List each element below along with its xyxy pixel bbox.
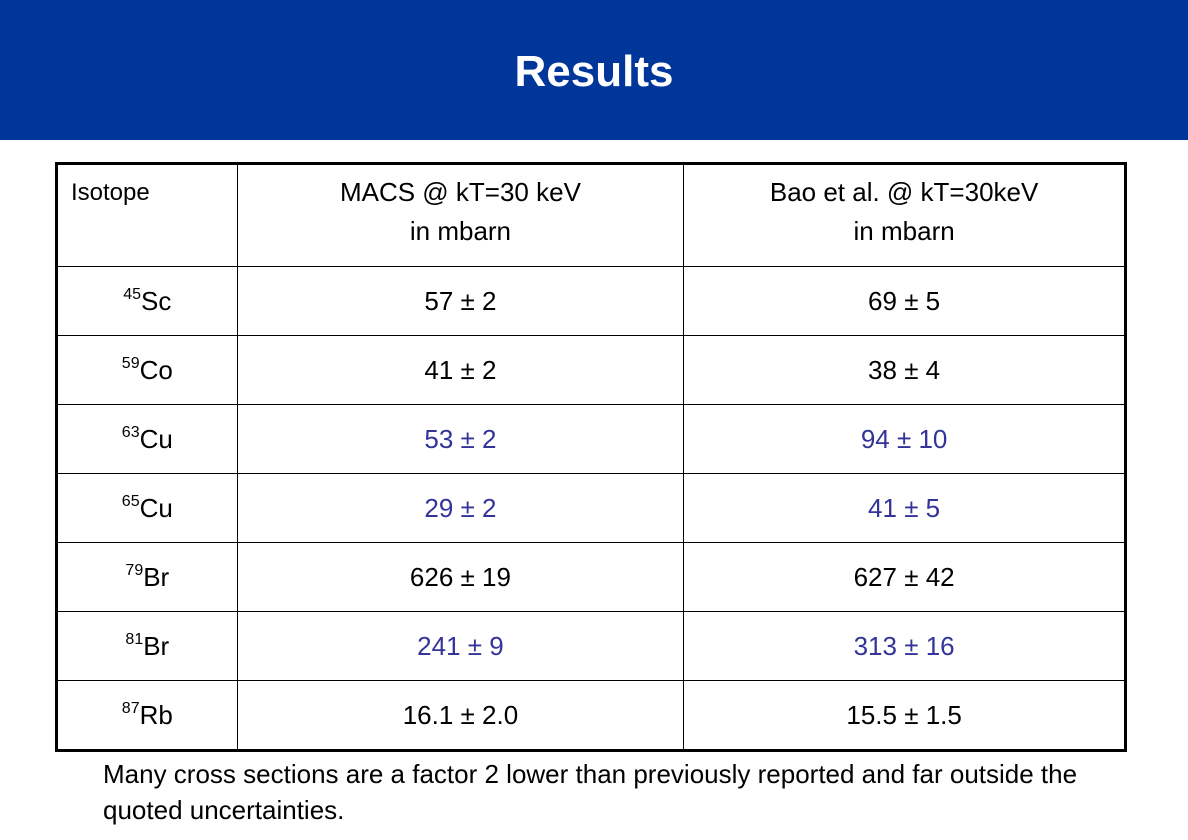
- element-symbol: Cu: [139, 423, 173, 454]
- table-row: 79Br 626 ± 19 627 ± 42: [56, 542, 1126, 612]
- title-banner: Results: [0, 0, 1188, 140]
- slide-title: Results: [514, 47, 674, 96]
- results-table: Isotope MACS @ kT=30 keV in mbarn Bao et…: [55, 162, 1127, 752]
- bao-cell: 15.5 ± 1.5: [683, 680, 1126, 751]
- macs-cell-highlighted: 241 ± 9: [236, 611, 685, 681]
- mass-number: 59: [121, 354, 140, 372]
- isotope-cell: 59Co: [56, 335, 238, 405]
- isotope-cell: 79Br: [56, 542, 238, 612]
- bao-cell: 627 ± 42: [683, 542, 1126, 612]
- bao-cell: 69 ± 5: [683, 266, 1126, 336]
- macs-cell: 57 ± 2: [236, 266, 685, 336]
- element-symbol: Br: [143, 561, 170, 592]
- header-bao-line2: in mbarn: [853, 216, 955, 246]
- conclusion-note: Many cross sections are a factor 2 lower…: [103, 759, 1078, 825]
- mass-number: 87: [121, 699, 140, 717]
- bao-cell-highlighted: 41 ± 5: [683, 473, 1126, 543]
- mass-number: 65: [121, 492, 140, 510]
- mass-number: 79: [125, 561, 144, 579]
- mass-number: 63: [121, 423, 140, 441]
- element-symbol: Cu: [139, 492, 173, 523]
- table-row: 81Br 241 ± 9 313 ± 16: [56, 611, 1126, 681]
- header-isotope: Isotope: [56, 163, 238, 267]
- isotope-cell: 87Rb: [56, 680, 238, 751]
- table-row: 63Cu 53 ± 2 94 ± 10: [56, 404, 1126, 474]
- macs-cell-highlighted: 53 ± 2: [236, 404, 685, 474]
- bao-cell: 38 ± 4: [683, 335, 1126, 405]
- header-bao-line1: Bao et al. @ kT=30keV: [769, 177, 1039, 207]
- macs-cell: 16.1 ± 2.0: [236, 680, 685, 751]
- isotope-cell: 65Cu: [56, 473, 238, 543]
- element-symbol: Sc: [141, 285, 172, 316]
- bao-cell-highlighted: 313 ± 16: [683, 611, 1126, 681]
- table-row: 59Co 41 ± 2 38 ± 4: [56, 335, 1126, 405]
- header-macs-line2: in mbarn: [409, 216, 512, 246]
- element-symbol: Co: [139, 354, 173, 385]
- header-macs: MACS @ kT=30 keV in mbarn: [236, 163, 685, 267]
- macs-cell: 41 ± 2: [236, 335, 685, 405]
- bao-cell-highlighted: 94 ± 10: [683, 404, 1126, 474]
- header-isotope-label: Isotope: [71, 179, 150, 206]
- header-bao: Bao et al. @ kT=30keV in mbarn: [683, 163, 1126, 267]
- mass-number: 45: [123, 285, 142, 303]
- table-header-row: Isotope MACS @ kT=30 keV in mbarn Bao et…: [56, 163, 1126, 267]
- table-row: 87Rb 16.1 ± 2.0 15.5 ± 1.5: [56, 680, 1126, 751]
- table-row: 45Sc 57 ± 2 69 ± 5: [56, 266, 1126, 336]
- mass-number: 81: [125, 630, 144, 648]
- macs-cell-highlighted: 29 ± 2: [236, 473, 685, 543]
- header-macs-line1: MACS @ kT=30 keV: [339, 177, 581, 207]
- isotope-cell: 45Sc: [56, 266, 238, 336]
- table-row: 65Cu 29 ± 2 41 ± 5: [56, 473, 1126, 543]
- isotope-cell: 81Br: [56, 611, 238, 681]
- element-symbol: Rb: [139, 699, 173, 730]
- element-symbol: Br: [143, 630, 170, 661]
- isotope-cell: 63Cu: [56, 404, 238, 474]
- macs-cell: 626 ± 19: [236, 542, 685, 612]
